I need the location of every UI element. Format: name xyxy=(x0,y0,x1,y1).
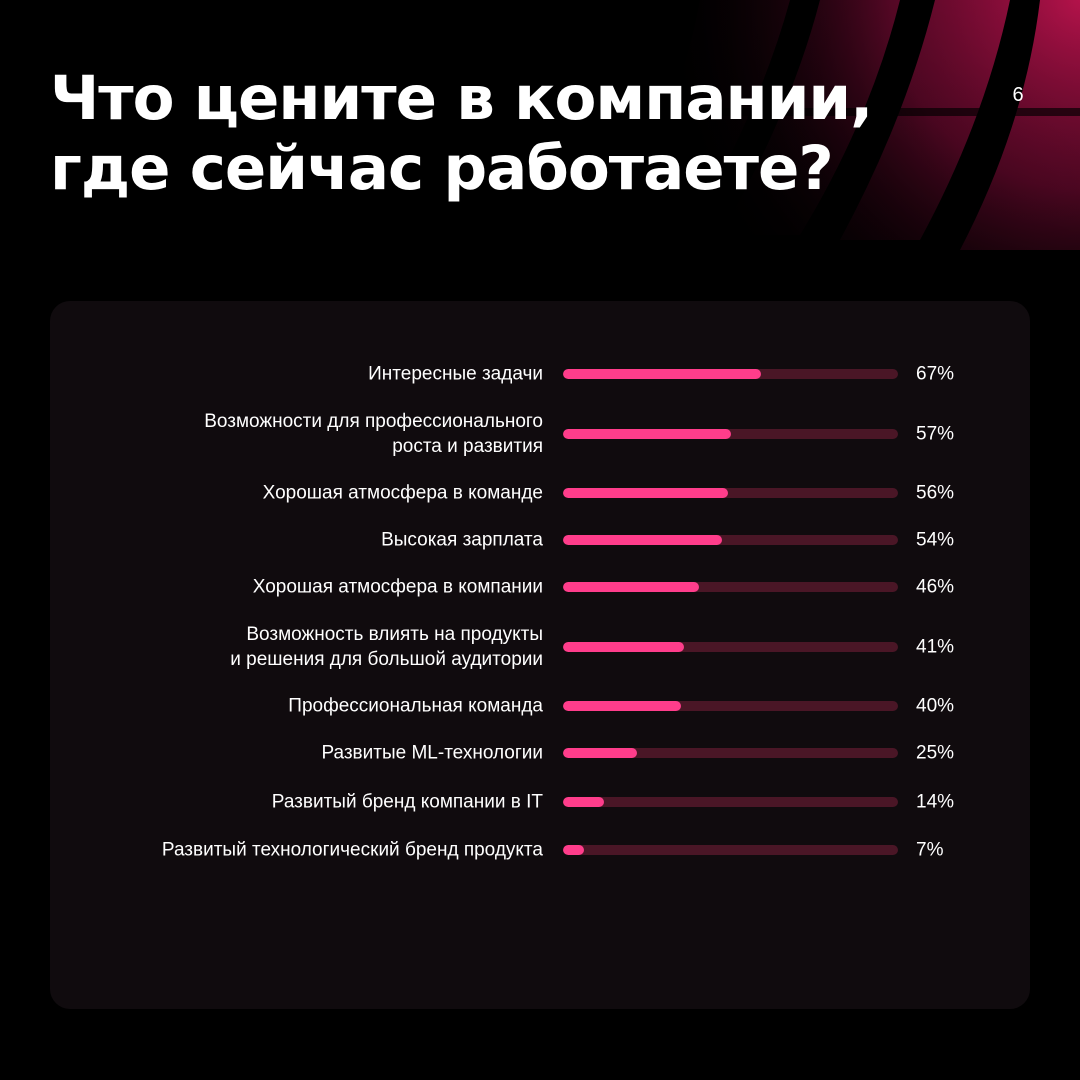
bar-label-line: Развитые ML-технологии xyxy=(321,742,543,764)
bar-label: Развитый бренд компании в IT xyxy=(83,790,543,815)
bar-fill xyxy=(563,701,681,711)
bar-track xyxy=(563,748,898,758)
chart-panel: Интересные задачи 67% Возможности для проф… xyxy=(50,301,1030,1009)
bar-label-line: Возможность влиять на продукты xyxy=(246,624,543,645)
bar-label: Возможность влиять на продукты и решения … xyxy=(83,622,543,672)
bar-label: Хорошая атмосфера в компании xyxy=(83,575,543,600)
bar-track xyxy=(563,845,898,855)
bar-fill xyxy=(563,748,637,758)
bar-label-line: Возможности для профессионального xyxy=(204,411,543,432)
bar-value-label: 25% xyxy=(916,742,955,764)
bar-fill xyxy=(563,845,584,855)
bar-label-line: и решения для большой аудитории xyxy=(230,649,543,670)
bar-value-label: 67% xyxy=(916,363,955,385)
bar-fill xyxy=(563,369,761,379)
bar-label-line: Развитый бренд компании в IT xyxy=(271,791,543,813)
bar-fill xyxy=(563,642,684,652)
bar-fill xyxy=(563,535,722,545)
bar-track xyxy=(563,642,898,652)
bar-label-line: роста и развития xyxy=(392,436,543,457)
bar-label: Хорошая атмосфера в команде xyxy=(83,481,543,506)
bar-label: Развитый технологический бренд продукта xyxy=(83,838,543,863)
page-number: 6 xyxy=(1012,84,1024,106)
page-title: Что цените в компании, где сейчас работа… xyxy=(50,64,910,204)
bar-fill xyxy=(563,429,731,439)
bar-track xyxy=(563,701,898,711)
title-line-2: где сейчас работаете? xyxy=(50,133,834,204)
bar-value-label: 54% xyxy=(916,529,955,551)
bar-fill xyxy=(563,488,728,498)
bar-label-line: Хорошая атмосфера в команде xyxy=(262,482,543,504)
bar-value-label: 56% xyxy=(916,482,955,504)
bar-track xyxy=(563,488,898,498)
bar-fill xyxy=(563,797,604,807)
bar-label: Возможности для профессионального роста и… xyxy=(83,409,543,459)
bar-value-label: 7% xyxy=(916,839,944,861)
bar-label-line: Развитый технологический бренд продукта xyxy=(161,839,543,861)
bar-fill xyxy=(563,582,699,592)
bar-track xyxy=(563,429,898,439)
bar-value-label: 41% xyxy=(916,636,955,658)
bar-track xyxy=(563,535,898,545)
bar-label-line: Хорошая атмосфера в компании xyxy=(252,576,543,598)
title-line-1: Что цените в компании, xyxy=(50,63,873,134)
bar-label-line: Интересные задачи xyxy=(368,363,543,385)
bar-value-label: 57% xyxy=(916,423,955,445)
bar-value-label: 46% xyxy=(916,576,955,598)
bar-track xyxy=(563,797,898,807)
bar-label-line: Профессиональная команда xyxy=(288,695,543,717)
bar-label: Высокая зарплата xyxy=(83,528,543,553)
bar-track xyxy=(563,369,898,379)
bar-label: Профессиональная команда xyxy=(83,694,543,719)
bar-track xyxy=(563,582,898,592)
bar-value-label: 14% xyxy=(916,791,955,813)
bar-label-line: Высокая зарплата xyxy=(381,529,543,551)
bar-label: Развитые ML-технологии xyxy=(83,741,543,766)
bar-label: Интересные задачи xyxy=(83,362,543,387)
bar-value-label: 40% xyxy=(916,695,955,717)
